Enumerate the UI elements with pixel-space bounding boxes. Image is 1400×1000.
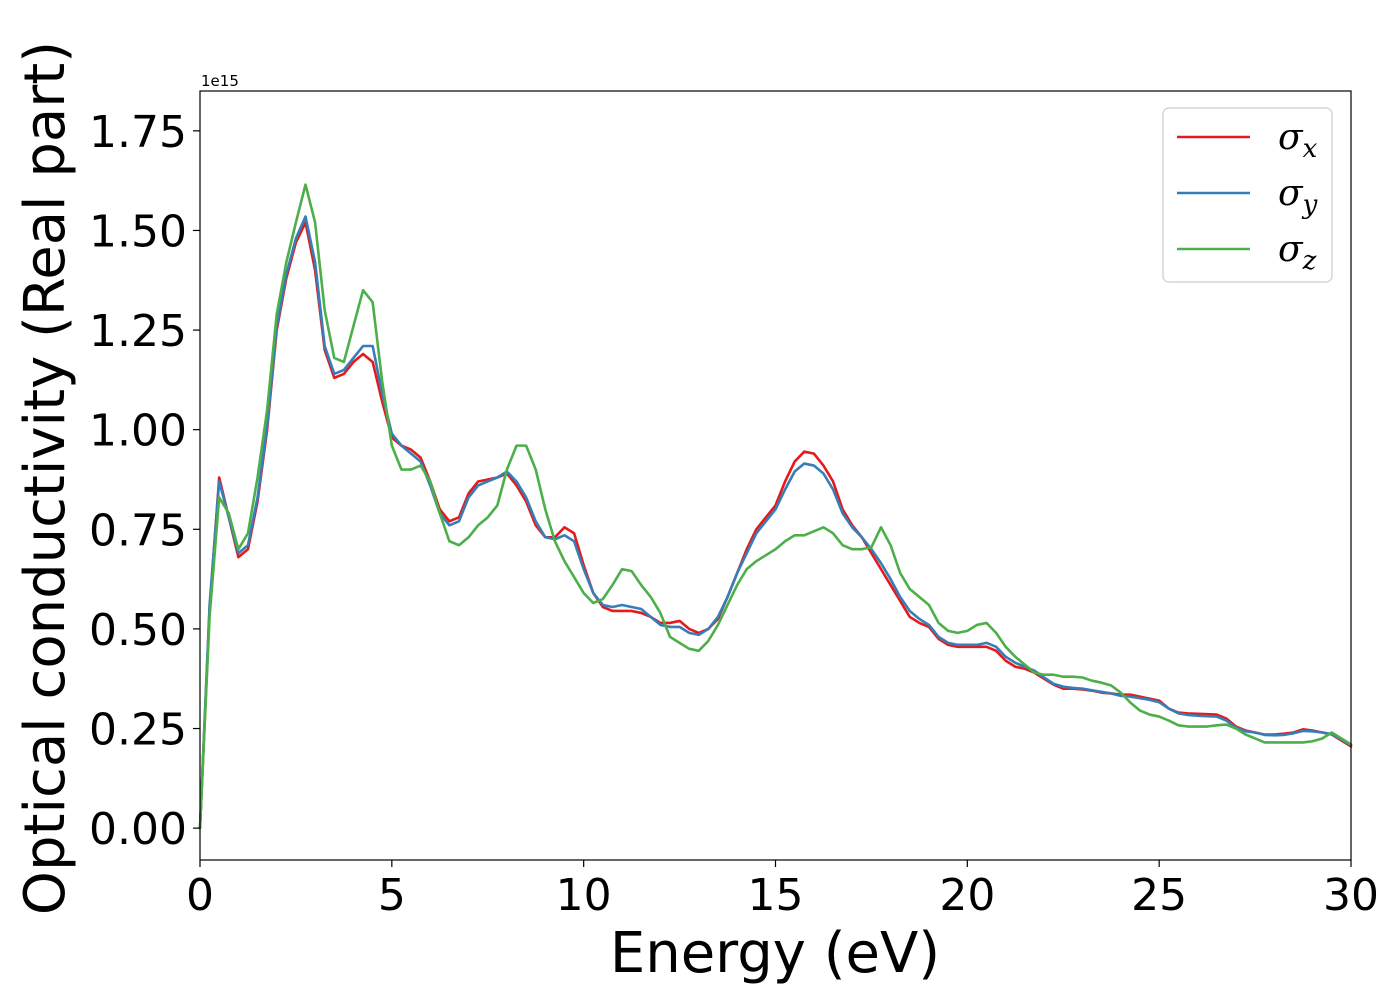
legend-label-x: σx	[1278, 117, 1318, 164]
y-tick-label: 0.50	[89, 605, 187, 656]
x-tick-label: 30	[1323, 870, 1379, 921]
y-tick-label: 0.25	[89, 705, 187, 756]
series-layer	[198, 183, 1353, 830]
legend-box	[1162, 107, 1333, 283]
y-axis-ticks: 0.00 0.25 0.50 0.75 1.00 1.25 1.50 1.75	[89, 107, 200, 855]
y-tick-label: 1.50	[89, 206, 187, 257]
y-axis-title: Optical conductivity (Real part)	[13, 41, 78, 915]
y-tick-label: 0.75	[89, 505, 187, 556]
y-tick-label: 1.75	[89, 107, 187, 158]
x-tick-label: 20	[939, 870, 995, 921]
series-line-z	[198, 183, 1353, 830]
y-tick-label: 0.00	[89, 804, 187, 855]
legend-label-z: σz	[1278, 229, 1317, 276]
x-tick-label: 5	[378, 870, 406, 921]
x-axis-ticks: 0 5 10 15 20 25 30	[186, 860, 1379, 921]
x-tick-label: 25	[1131, 870, 1187, 921]
y-offset-label: 1e15	[201, 72, 239, 90]
y-tick-label: 1.25	[89, 306, 187, 357]
x-tick-label: 15	[748, 870, 804, 921]
x-axis-title: Energy (eV)	[610, 921, 940, 986]
legend: σx σy σz	[1162, 107, 1333, 283]
series-line-x	[198, 221, 1353, 830]
x-tick-label: 0	[186, 870, 214, 921]
series-line-y	[198, 215, 1353, 830]
y-tick-label: 1.00	[89, 406, 187, 457]
x-tick-label: 10	[556, 870, 612, 921]
legend-label-y: σy	[1278, 173, 1318, 220]
